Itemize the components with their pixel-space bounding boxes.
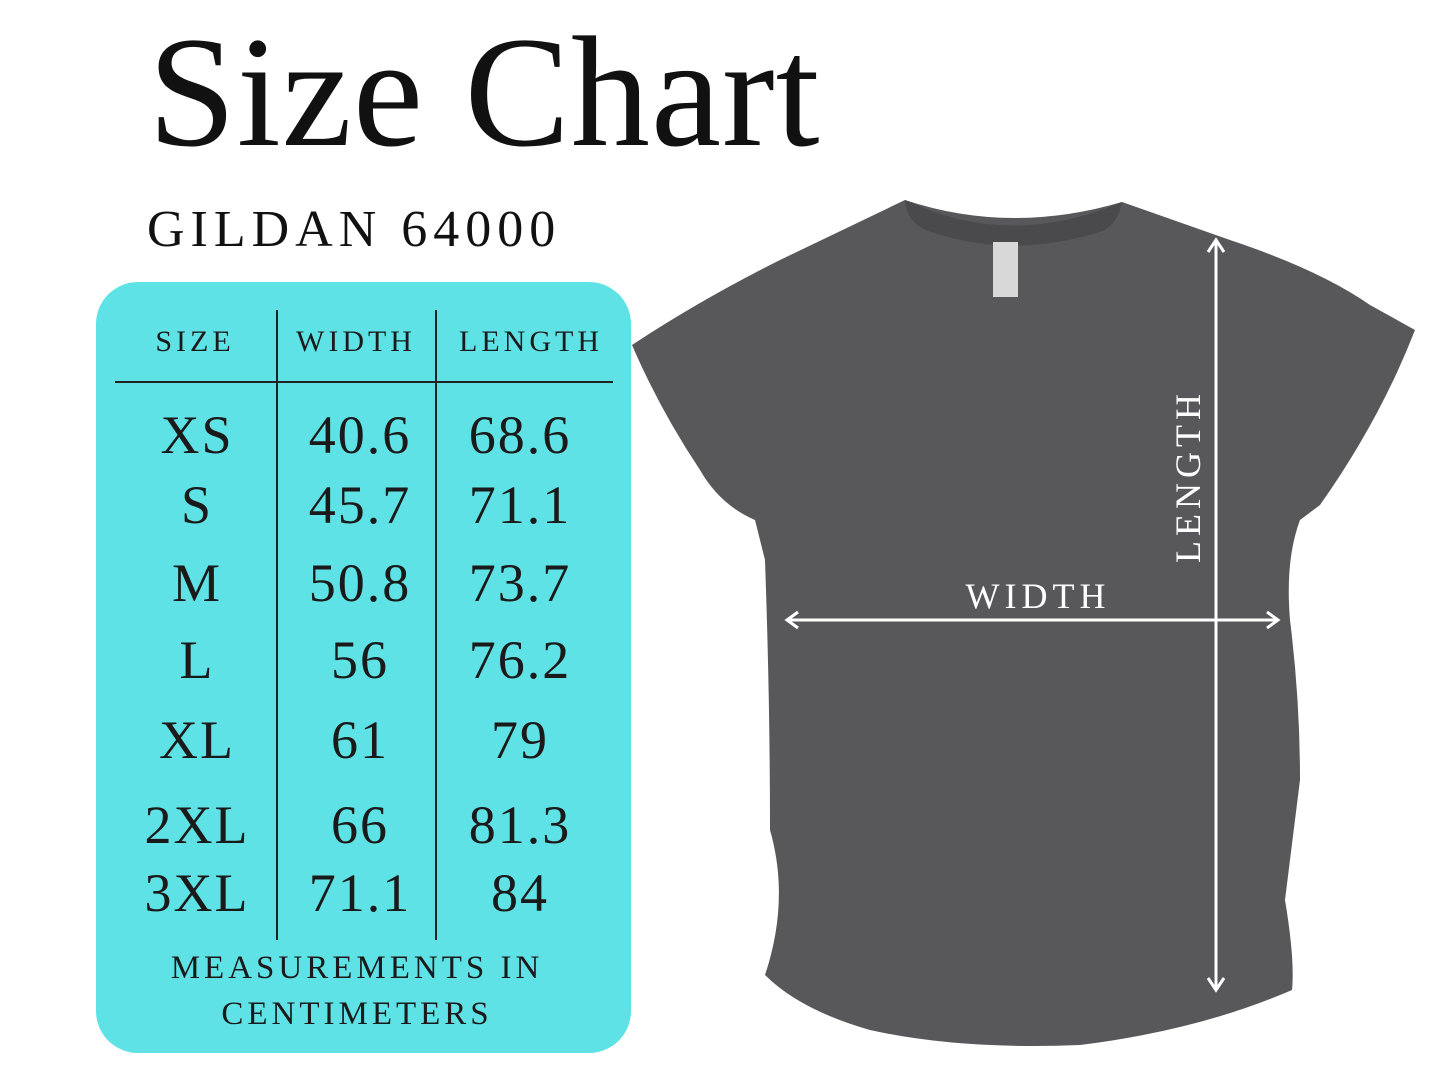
header-size: SIZE xyxy=(155,325,235,358)
cell-width: 40.6 xyxy=(308,405,412,465)
tshirt-collar xyxy=(905,200,1122,246)
cell-size: S xyxy=(180,475,214,535)
footer-line-2: CENTIMETERS xyxy=(221,996,493,1032)
product-model: GILDAN 64000 xyxy=(147,201,562,258)
page-title: Size Chart xyxy=(148,5,821,180)
cell-length: 81.3 xyxy=(468,795,572,855)
cell-width: 71.1 xyxy=(308,863,412,923)
cell-length: 71.1 xyxy=(468,475,572,535)
header-divider xyxy=(115,381,613,383)
cell-length: 84 xyxy=(491,863,549,923)
cell-width: 45.7 xyxy=(308,475,412,535)
cell-length: 79 xyxy=(491,710,549,770)
cell-length: 76.2 xyxy=(468,630,572,690)
column-divider xyxy=(276,310,278,940)
footer-line-1: MEASUREMENTS IN xyxy=(170,950,544,986)
neck-tag xyxy=(993,242,1018,297)
cell-size: L xyxy=(179,630,215,690)
width-label: WIDTH xyxy=(965,576,1111,616)
header-width: WIDTH xyxy=(296,325,416,358)
tshirt-illustration xyxy=(632,200,1415,1046)
cell-size: 2XL xyxy=(144,795,250,855)
cell-width: 50.8 xyxy=(308,553,412,613)
cell-length: 68.6 xyxy=(468,405,572,465)
cell-size: 3XL xyxy=(144,863,250,923)
column-divider xyxy=(435,310,437,940)
cell-length: 73.7 xyxy=(468,553,572,613)
header-length: LENGTH xyxy=(459,325,603,358)
tshirt-body xyxy=(632,200,1415,1046)
length-label: LENGTH xyxy=(1168,389,1208,563)
cell-size: XL xyxy=(159,710,235,770)
cell-width: 61 xyxy=(331,710,389,770)
cell-size: XS xyxy=(160,405,234,465)
cell-size: M xyxy=(171,553,223,613)
cell-width: 66 xyxy=(331,795,389,855)
cell-width: 56 xyxy=(331,630,389,690)
size-table-panel xyxy=(96,282,631,1053)
